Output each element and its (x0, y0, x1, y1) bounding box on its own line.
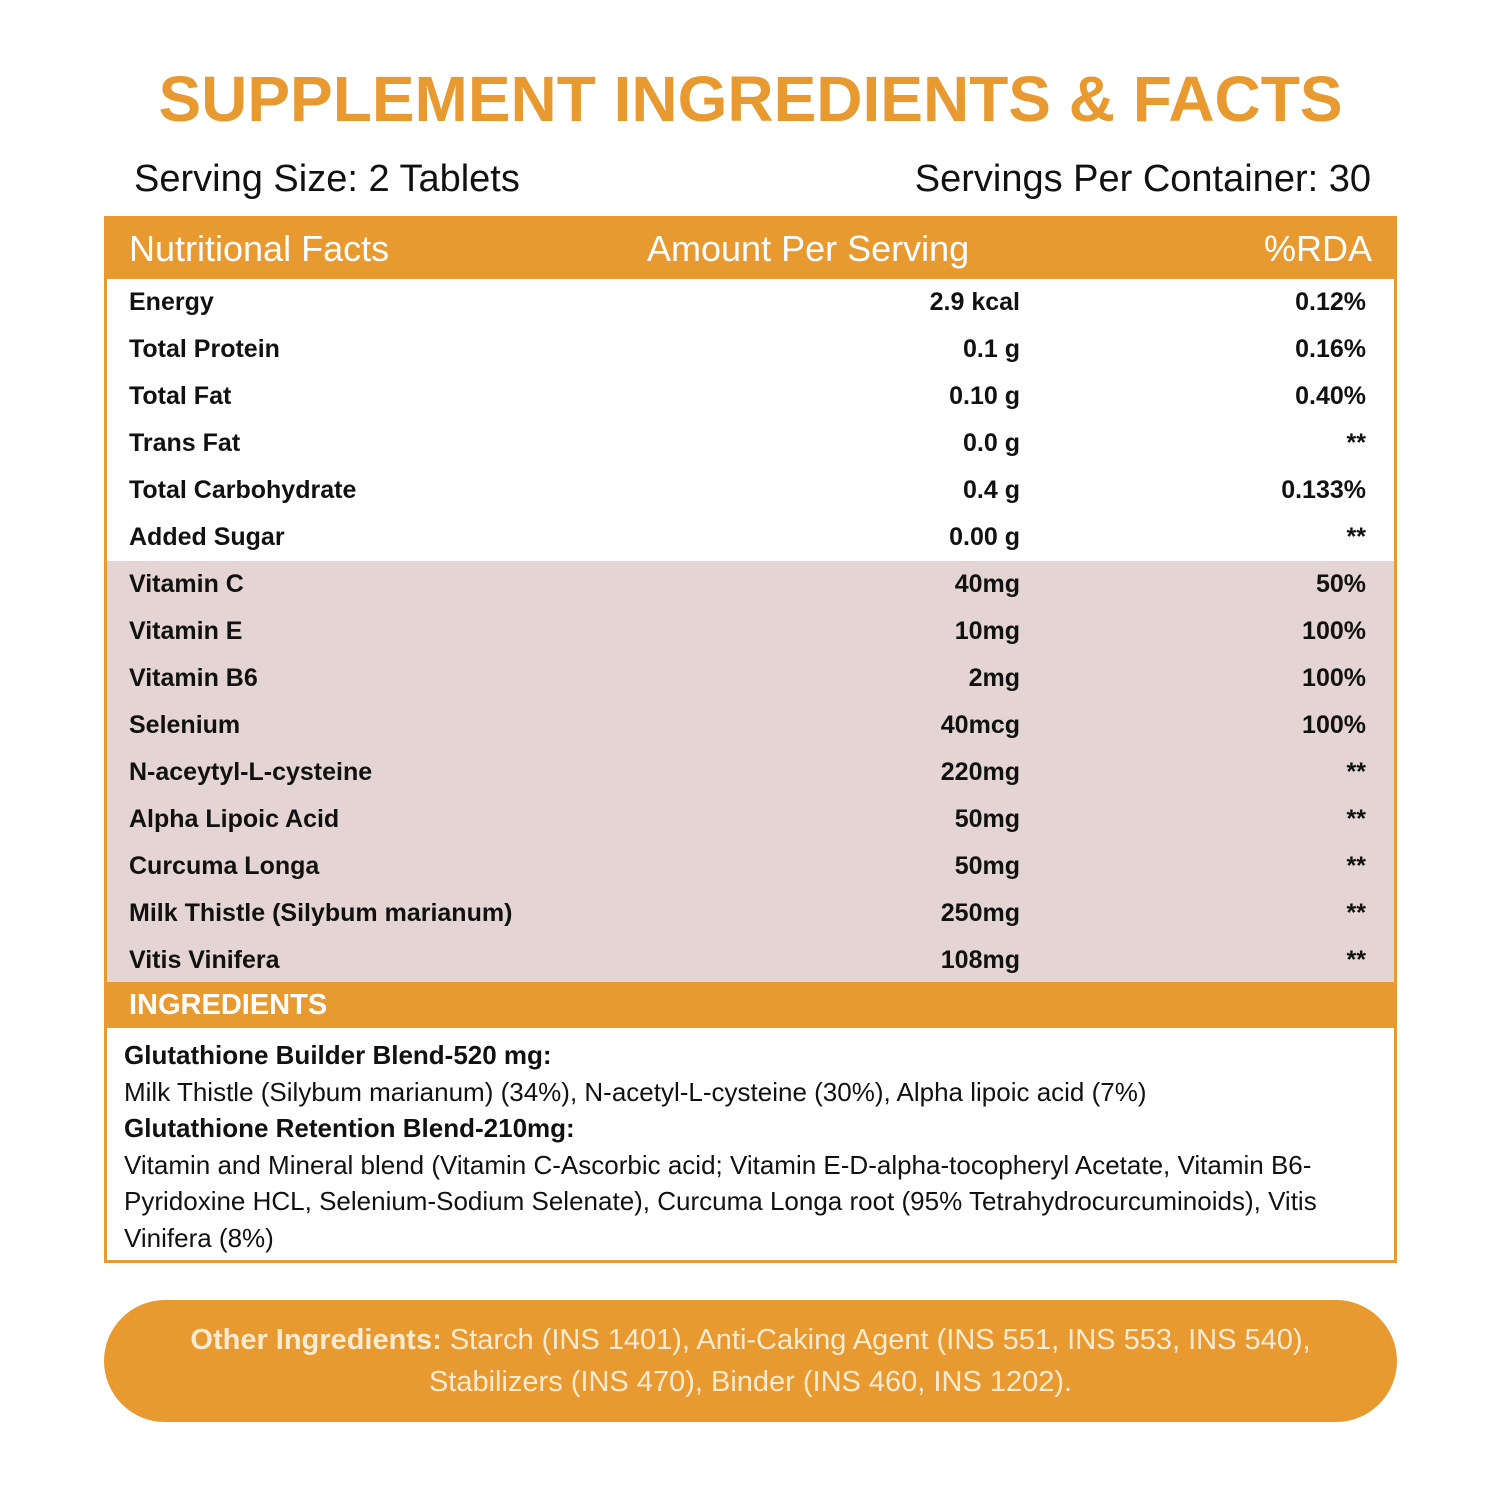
rda: ** (1346, 523, 1366, 551)
nutrient-name: Vitis Vinifera (129, 946, 280, 974)
blend-text: Milk Thistle (Silybum marianum) (34%), N… (124, 1076, 1147, 1107)
amount: 0.00 g (949, 523, 1020, 551)
title: SUPPLEMENT INGREDIENTS & FACTS (158, 63, 1343, 135)
nutrient-name: Trans Fat (129, 429, 241, 457)
table-row: Vitamin E 10mg 100% (107, 608, 1394, 655)
rda: ** (1346, 899, 1366, 927)
rda: 0.16% (1295, 335, 1366, 363)
rda: 100% (1302, 664, 1366, 692)
rda: 0.12% (1295, 288, 1366, 316)
blend-text: Vitamin and Mineral blend (Vitamin C-Asc… (124, 1149, 1317, 1253)
ingredients-body: Glutathione Builder Blend-520 mg: Milk Th… (124, 1037, 1374, 1256)
rda: 100% (1302, 711, 1366, 739)
table-row: Vitis Vinifera 108mg ** (107, 937, 1394, 984)
serving-size: Serving Size: 2 Tablets (134, 158, 520, 200)
nutrient-name: Energy (129, 288, 214, 316)
amount: 2mg (968, 664, 1020, 692)
nutrient-name: Selenium (129, 711, 241, 739)
table-row: Selenium 40mcg 100% (107, 702, 1394, 749)
amount: 250mg (940, 899, 1020, 927)
table-header: Nutritional Facts Amount Per Serving %RD… (107, 219, 1394, 279)
amount: 0.0 g (963, 429, 1020, 457)
other-text: Starch (INS 1401), Anti-Caking Agent (IN… (428, 1324, 1311, 1398)
nutrient-name: Vitamin B6 (129, 664, 258, 692)
blend-name: Glutathione Retention Blend-210mg: (124, 1113, 575, 1143)
nutrient-name: Alpha Lipoic Acid (129, 805, 340, 833)
header-cell: Amount Per Serving (647, 228, 970, 269)
header-cell: Nutritional Facts (129, 228, 390, 269)
amount: 50mg (954, 805, 1020, 833)
rda: ** (1346, 852, 1366, 880)
amount: 40mg (954, 570, 1020, 598)
nutrient-name: Total Protein (129, 335, 280, 363)
rda: 50% (1315, 570, 1366, 598)
table-row: Added Sugar 0.00 g ** (107, 514, 1394, 561)
amount: 220mg (940, 758, 1020, 786)
ingredients-heading: INGREDIENTS (129, 989, 328, 1021)
table-row: Vitamin C 40mg 50% (107, 561, 1394, 608)
nutrient-name: Vitamin E (129, 617, 243, 645)
ingredients-header: INGREDIENTS (107, 982, 1394, 1028)
nutrient-name: Vitamin C (129, 570, 244, 598)
amount: 0.4 g (963, 476, 1020, 504)
other-ingredients-text: Other Ingredients: Starch (INS 1401), An… (141, 1319, 1361, 1403)
rda: 0.40% (1295, 382, 1366, 410)
table-row: Total Fat 0.10 g 0.40% (107, 373, 1394, 420)
table-row: Energy 2.9 kcal 0.12% (107, 279, 1394, 326)
table-row: Total Carbohydrate 0.4 g 0.133% (107, 467, 1394, 514)
rda: ** (1346, 946, 1366, 974)
amount: 40mcg (940, 711, 1020, 739)
other-label: Other Ingredients: (190, 1324, 442, 1356)
rda: ** (1346, 758, 1366, 786)
nutrient-name: N-aceytyl-L-cysteine (129, 758, 373, 786)
nutrient-name: Total Fat (129, 382, 232, 410)
amount: 0.1 g (963, 335, 1020, 363)
amount: 2.9 kcal (929, 288, 1020, 316)
rda: ** (1346, 429, 1366, 457)
table-row: Curcuma Longa 50mg ** (107, 843, 1394, 890)
rda: 100% (1302, 617, 1366, 645)
table-row: Alpha Lipoic Acid 50mg ** (107, 796, 1394, 843)
nutrient-name: Milk Thistle (Silybum marianum) (129, 899, 513, 927)
amount: 50mg (954, 852, 1020, 880)
servings-per-container: Servings Per Container: 30 (914, 158, 1371, 200)
table-row: Milk Thistle (Silybum marianum) 250mg ** (107, 890, 1394, 937)
nutrient-name: Added Sugar (129, 523, 285, 551)
rda: ** (1346, 805, 1366, 833)
table-row: Trans Fat 0.0 g ** (107, 420, 1394, 467)
amount: 108mg (940, 946, 1020, 974)
nutrient-name: Total Carbohydrate (129, 476, 357, 504)
amount: 0.10 g (949, 382, 1020, 410)
amount: 10mg (954, 617, 1020, 645)
nutrient-name: Curcuma Longa (129, 852, 320, 880)
facts-table: Nutritional Facts Amount Per Serving %RD… (104, 216, 1397, 1263)
table-row: Total Protein 0.1 g 0.16% (107, 326, 1394, 373)
rda: 0.133% (1281, 476, 1366, 504)
other-ingredients: Other Ingredients: Starch (INS 1401), An… (104, 1300, 1397, 1422)
table-row: Vitamin B6 2mg 100% (107, 655, 1394, 702)
header-cell: %RDA (1263, 228, 1372, 269)
blend-name: Glutathione Builder Blend-520 mg: (124, 1040, 552, 1070)
table-row: N-aceytyl-L-cysteine 220mg ** (107, 749, 1394, 796)
